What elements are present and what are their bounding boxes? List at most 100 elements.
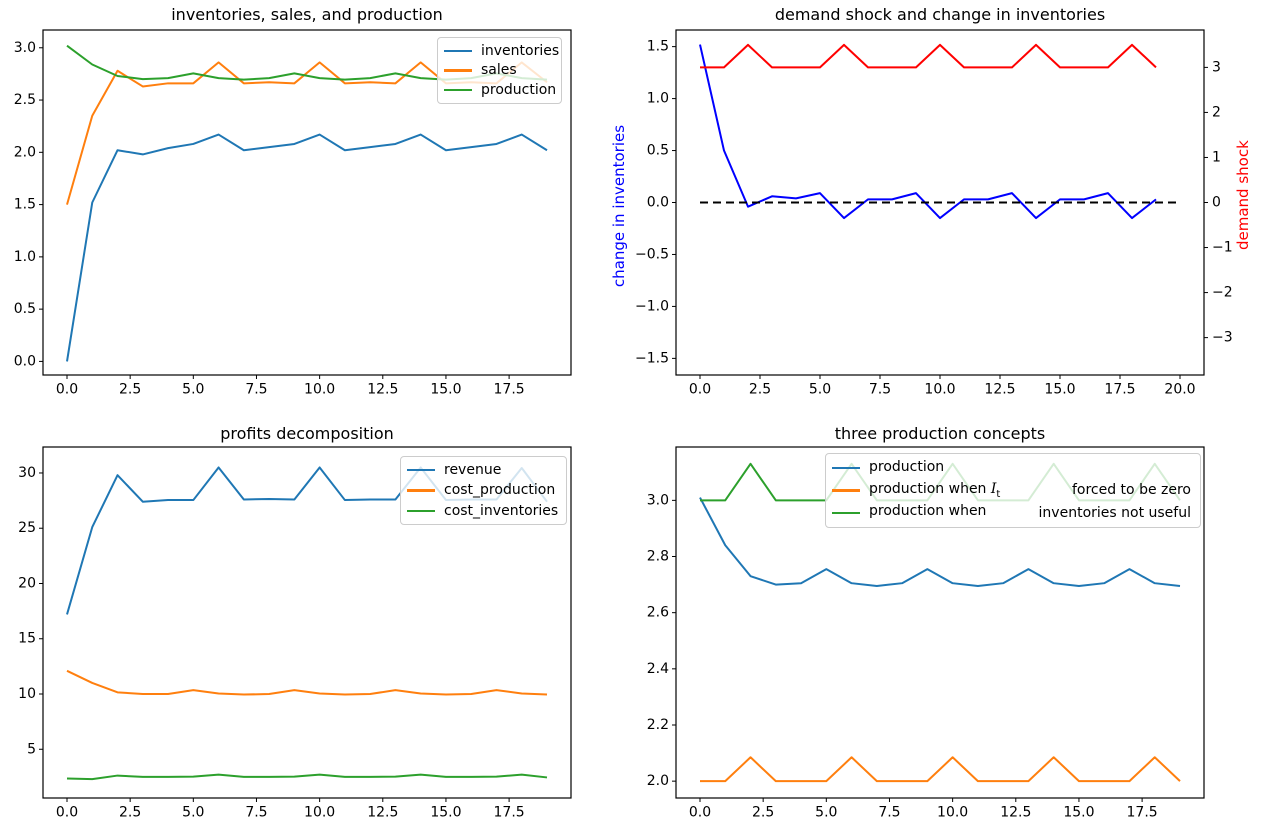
- y-tick-label: 2.4: [647, 661, 669, 677]
- legend-label-right: forced to be zero: [1071, 482, 1191, 499]
- legend-label: cost_production: [444, 482, 556, 499]
- y-tick-label: 25: [18, 520, 36, 536]
- x-tick-label: 15.0: [430, 805, 461, 821]
- legend-profits-decomposition: revenue cost_production cost_inventories: [400, 456, 567, 525]
- legend-label: inventories: [481, 42, 560, 59]
- x-tick-label: 7.5: [245, 382, 267, 398]
- y-tick-label: 2.6: [647, 605, 669, 621]
- x-tick-label: 7.5: [245, 805, 267, 821]
- chart-title-profits-decomposition: profits decomposition: [220, 424, 394, 443]
- x-tick-label: 15.0: [1044, 382, 1075, 398]
- legend-item: production: [444, 82, 556, 98]
- series-line-production-when-i-t-forced-to-be-zero: [700, 756, 1181, 783]
- x-tick-label: 7.5: [869, 382, 891, 398]
- y-tick-label: 2.0: [14, 144, 36, 160]
- x-tick-label: 12.5: [367, 805, 398, 821]
- y-tick-label: 15: [18, 631, 36, 647]
- axes-frame: [42, 446, 572, 799]
- legend-item: production when It forced to be zero: [832, 481, 1194, 500]
- legend-inventories-sales-production: inventories sales production: [437, 37, 562, 104]
- legend-line-swatch: [444, 88, 472, 92]
- legend-line-swatch: [832, 466, 860, 470]
- legend-line-swatch: [407, 489, 435, 492]
- y-tick-label: 0.5: [14, 301, 36, 317]
- x-tick-label: 17.5: [494, 382, 525, 398]
- chart-title-inventories-sales-production: inventories, sales, and production: [171, 5, 443, 24]
- y-tick-label: 3.0: [14, 40, 36, 56]
- x-tick-label: 10.0: [304, 382, 335, 398]
- y-tick-right-label: 0: [1212, 195, 1221, 211]
- x-tick-label: 2.5: [119, 382, 141, 398]
- y-tick-label: 3.0: [647, 492, 669, 508]
- x-tick-label: 10.0: [937, 805, 968, 821]
- x-tick-label: 15.0: [430, 382, 461, 398]
- x-tick-label: 5.0: [809, 382, 831, 398]
- x-tick-label: 12.5: [984, 382, 1015, 398]
- legend-item: production when inventories not useful: [832, 503, 1194, 522]
- legend-item: sales: [444, 62, 555, 78]
- legend-line-swatch: [407, 468, 435, 472]
- y-tick-right-label: 1: [1212, 149, 1221, 165]
- x-tick-label: 12.5: [1000, 805, 1031, 821]
- legend-label-text: production: [869, 458, 945, 475]
- y-tick-label: 0.0: [14, 353, 36, 369]
- y-tick-label: −1.5: [635, 350, 669, 366]
- y-tick-label: 1.0: [14, 249, 36, 265]
- y-tick-label: 5: [27, 741, 36, 757]
- x-tick-label: 17.5: [494, 805, 525, 821]
- series-line-demand-shock: [700, 43, 1157, 69]
- legend-item: cost_inventories: [407, 503, 560, 519]
- x-tick-label: 17.5: [1104, 382, 1135, 398]
- math-symbol: I: [990, 481, 997, 498]
- axes-frame: [675, 446, 1205, 799]
- legend-production-concepts: production production when It forced to …: [825, 453, 1201, 528]
- legend-label-right: inventories not useful: [1038, 504, 1191, 521]
- legend-item: cost_production: [407, 482, 560, 498]
- y-tick-right-label: −2: [1212, 285, 1233, 301]
- legend-line-swatch: [407, 509, 435, 513]
- y-tick-label: 1.5: [647, 39, 669, 55]
- legend-item: inventories: [444, 43, 559, 59]
- chart-title-demand-shock: demand shock and change in inventories: [774, 5, 1106, 24]
- legend-line-swatch: [444, 69, 472, 72]
- math-subscript: t: [996, 488, 1001, 500]
- x-tick-label: 10.0: [924, 382, 955, 398]
- y-tick-label: 1.0: [647, 91, 669, 107]
- x-tick-label: 5.0: [182, 805, 204, 821]
- y-tick-label: 2.2: [647, 717, 669, 733]
- chart-title-production-concepts: three production concepts: [834, 424, 1046, 443]
- legend-label: production when It: [869, 481, 1000, 500]
- x-tick-label: 10.0: [304, 805, 335, 821]
- series-line-change-in-inventories: [699, 44, 1157, 220]
- x-tick-label: 5.0: [815, 805, 837, 821]
- y-tick-right-label: 3: [1212, 59, 1221, 75]
- x-tick-label: 15.0: [1063, 805, 1094, 821]
- y-tick-right-label: −1: [1212, 240, 1233, 256]
- y-tick-label: 2.8: [647, 549, 669, 565]
- legend-item: revenue: [407, 462, 560, 478]
- y-tick-label: 2.0: [647, 773, 669, 789]
- x-tick-label: 0.0: [689, 805, 711, 821]
- x-tick-label: 0.0: [689, 382, 711, 398]
- y-tick-right-label: −3: [1212, 330, 1233, 346]
- legend-line-swatch: [832, 489, 860, 492]
- legend-item: production: [832, 459, 1194, 478]
- legend-label: cost_inventories: [444, 502, 559, 519]
- x-tick-label: 2.5: [749, 382, 771, 398]
- x-tick-label: 5.0: [182, 382, 204, 398]
- y-tick-label: 0.0: [647, 195, 669, 211]
- legend-line-swatch: [444, 49, 472, 53]
- x-tick-label: 2.5: [752, 805, 774, 821]
- x-tick-label: 7.5: [878, 805, 900, 821]
- y-axis-label-demand-shock: demand shock: [1234, 140, 1252, 250]
- series-line-cost-production: [66, 669, 548, 696]
- series-line-production: [699, 497, 1181, 587]
- series-line-inventories: [66, 133, 548, 362]
- legend-label: production: [869, 459, 944, 478]
- x-tick-label: 20.0: [1164, 382, 1195, 398]
- axes-frame: [42, 29, 572, 376]
- y-tick-right-label: 2: [1212, 104, 1221, 120]
- y-tick-label: 10: [18, 686, 36, 702]
- legend-label-text: production when: [869, 503, 987, 520]
